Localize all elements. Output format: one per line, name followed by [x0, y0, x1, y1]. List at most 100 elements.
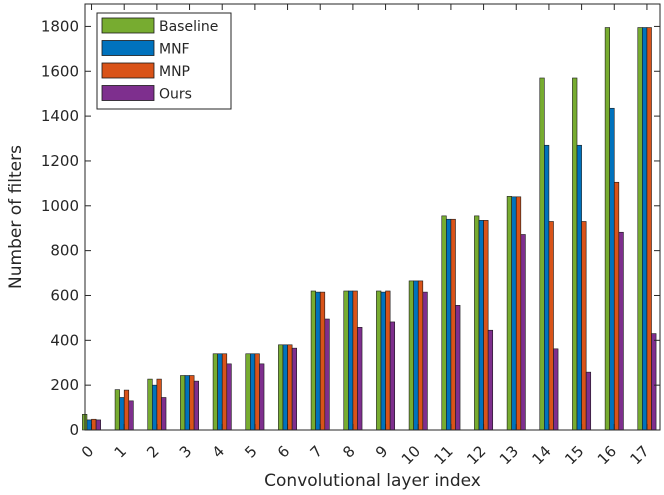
- bar-ours-layer-6: [291, 347, 298, 431]
- legend-swatch-mnp: [101, 62, 155, 79]
- legend-swatch-baseline: [101, 17, 155, 34]
- bar-mnp-layer-6: [287, 344, 293, 431]
- bars-layer: [82, 27, 657, 431]
- bar-mnp-layer-7: [319, 291, 326, 431]
- x-tick-label: 10: [398, 442, 424, 468]
- bar-mnf-layer-3: [184, 375, 190, 431]
- x-tick-label: 5: [241, 442, 260, 461]
- legend: Baseline MNF MNP Ours: [96, 12, 232, 110]
- bar-mnp-layer-13: [515, 196, 522, 431]
- x-tick-label: 16: [594, 442, 620, 468]
- bar-mnp-layer-10: [417, 280, 424, 431]
- bar-mnf-layer-4: [217, 353, 223, 431]
- axes-box: [84, 3, 661, 431]
- bar-baseline-layer-6: [278, 344, 284, 431]
- bar-mnp-layer-14: [548, 221, 554, 431]
- y-axis-label: Number of filters: [6, 145, 26, 289]
- legend-swatch-ours: [101, 85, 155, 101]
- legend-label-mnp: MNP: [159, 64, 190, 80]
- bar-mnf-layer-0: [86, 419, 92, 431]
- bar-mnp-layer-9: [385, 290, 391, 431]
- x-tick-label: 6: [274, 442, 293, 461]
- bar-mnp-layer-0: [91, 418, 97, 431]
- bar-mnf-layer-12: [478, 220, 484, 431]
- bar-ours-layer-5: [259, 363, 265, 431]
- bar-mnp-layer-16: [613, 181, 620, 431]
- bar-mnf-layer-2: [152, 384, 158, 431]
- x-tick-label: 2: [143, 442, 162, 461]
- bar-ours-layer-8: [357, 327, 363, 431]
- bar-ours-layer-9: [389, 321, 396, 431]
- bar-ours-layer-2: [161, 397, 167, 431]
- x-tick-label: 1: [111, 442, 130, 461]
- bar-mnf-layer-15: [576, 144, 582, 431]
- bar-baseline-layer-3: [180, 375, 186, 431]
- bar-mnp-layer-3: [189, 375, 195, 431]
- bar-baseline-layer-13: [506, 196, 512, 431]
- bar-ours-layer-14: [553, 348, 559, 431]
- bar-mnf-layer-13: [511, 196, 517, 431]
- bar-mnf-layer-8: [348, 290, 354, 431]
- bar-ours-layer-3: [193, 380, 199, 431]
- bar-baseline-layer-12: [474, 215, 480, 431]
- bar-baseline-layer-2: [147, 378, 153, 431]
- bar-mnp-layer-11: [450, 218, 456, 431]
- bar-baseline-layer-9: [376, 290, 382, 431]
- y-tick-label: 0: [69, 421, 79, 439]
- x-tick-label: 3: [176, 442, 195, 461]
- bar-ours-layer-7: [324, 318, 330, 431]
- bar-baseline-layer-14: [539, 77, 545, 431]
- bar-ours-layer-4: [226, 363, 232, 431]
- bar-mnp-layer-8: [352, 290, 358, 431]
- y-axis: 0 200 400 600 800 1000 1200 1400 1600 1800: [41, 17, 660, 439]
- bar-ours-layer-1: [128, 400, 134, 431]
- bar-ours-layer-0: [95, 419, 101, 431]
- bar-mnp-layer-4: [221, 353, 228, 431]
- bar-mnf-layer-14: [544, 144, 550, 431]
- x-tick-label: 4: [209, 442, 228, 461]
- bar-mnp-layer-2: [156, 378, 162, 431]
- y-tick-label: 1400: [41, 107, 79, 125]
- y-tick-label: 600: [50, 286, 79, 304]
- x-tick-label: 0: [78, 442, 97, 461]
- bar-mnf-layer-17: [642, 27, 648, 431]
- bar-baseline-layer-8: [343, 290, 349, 431]
- bar-mnf-layer-10: [413, 280, 419, 431]
- legend-label-ours: Ours: [159, 87, 192, 103]
- x-tick-label: 12: [463, 442, 489, 468]
- x-axis-label: Convolutional layer index: [264, 471, 481, 491]
- bar-baseline-layer-17: [637, 27, 643, 431]
- bar-baseline-layer-16: [604, 27, 610, 431]
- legend-label-baseline: Baseline: [159, 19, 218, 35]
- bar-ours-layer-11: [455, 305, 461, 431]
- bar-ours-layer-17: [651, 333, 657, 431]
- legend-label-mnf: MNF: [159, 42, 190, 58]
- bar-baseline-layer-10: [408, 280, 414, 431]
- bar-mnf-layer-11: [446, 218, 452, 431]
- y-tick-label: 1200: [41, 152, 79, 170]
- bar-baseline-layer-11: [441, 215, 447, 431]
- x-tick-label: 9: [372, 442, 391, 461]
- bar-ours-layer-15: [585, 371, 592, 431]
- bar-ours-layer-13: [520, 234, 526, 431]
- bar-mnp-layer-12: [483, 220, 489, 431]
- x-tick-label: 11: [431, 442, 457, 468]
- x-tick-label: 7: [307, 442, 326, 461]
- bar-mnf-layer-16: [609, 107, 615, 431]
- bar-ours-layer-12: [487, 329, 494, 431]
- bar-baseline-layer-5: [245, 353, 251, 431]
- bar-baseline-layer-1: [114, 389, 120, 431]
- bar-mnp-layer-5: [254, 353, 260, 431]
- bar-mnp-layer-17: [646, 27, 652, 431]
- y-tick-label: 400: [50, 331, 79, 349]
- x-tick-label: 8: [339, 442, 358, 461]
- bar-baseline-layer-15: [572, 77, 578, 431]
- bar-mnf-layer-6: [282, 344, 288, 431]
- x-tick-label: 14: [529, 442, 555, 468]
- x-tick-label: 13: [496, 442, 522, 468]
- bar-mnf-layer-7: [315, 291, 321, 431]
- y-tick-label: 800: [50, 242, 79, 260]
- bar-mnf-layer-9: [380, 291, 386, 431]
- legend-swatch-mnf: [101, 40, 155, 56]
- y-tick-label: 1600: [41, 62, 79, 80]
